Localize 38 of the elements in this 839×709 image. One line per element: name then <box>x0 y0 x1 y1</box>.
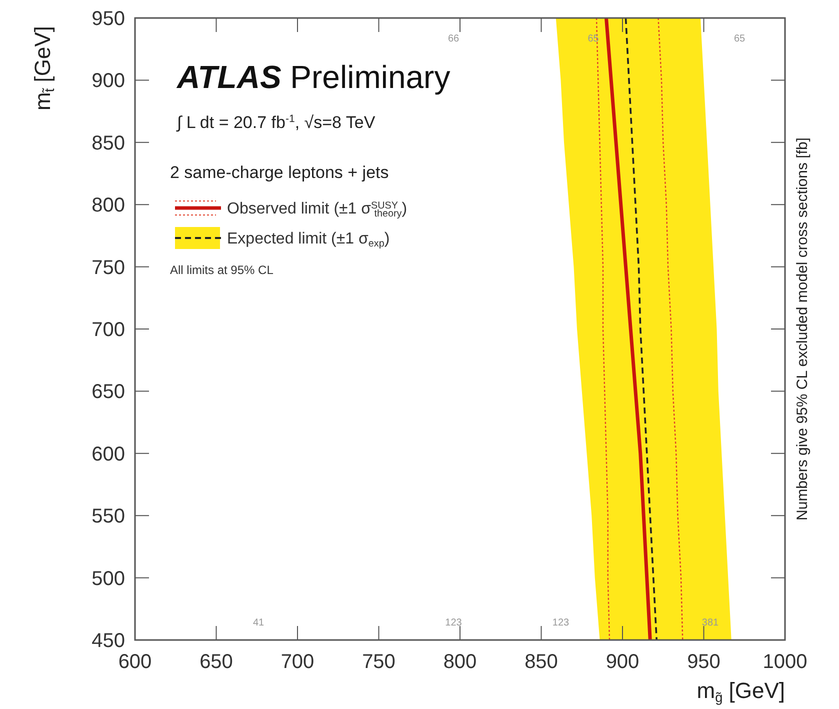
y-tick-label: 950 <box>92 8 125 30</box>
text: ∫ L dt = 20.7 fb$^{-1}$, √s=8 TeV <box>176 112 376 132</box>
text: ATLAS Preliminary <box>176 59 450 95</box>
y-tick-label: 650 <box>92 381 125 404</box>
x-tick-label: 950 <box>687 651 720 673</box>
y-tick-label: 750 <box>92 256 125 279</box>
line-series <box>658 18 684 640</box>
annotation: 123 <box>445 618 462 629</box>
x-tick-label: 800 <box>443 651 477 673</box>
y-tick-label: 550 <box>92 506 125 528</box>
x-tick-label: 600 <box>118 651 152 673</box>
annotation: 381 <box>702 618 720 629</box>
line-series <box>624 18 658 640</box>
line-series <box>604 18 652 640</box>
x-tick-label: 650 <box>200 651 233 673</box>
annotation: 123 <box>552 618 570 629</box>
y-tick-label: 600 <box>92 443 125 466</box>
annotation: 65 <box>588 33 600 44</box>
annotation: All limits at 95% CL <box>170 263 274 277</box>
x-tick-label: 750 <box>362 651 396 673</box>
y-tick-label: 900 <box>92 70 125 92</box>
legend-label: Expected limit (±1 σ$_{exp}$) <box>227 230 390 250</box>
y-tick-label: 450 <box>92 630 125 652</box>
x-tick-label: 1000 <box>762 651 808 673</box>
x-tick-label: 900 <box>606 651 640 673</box>
y-tick-label: 500 <box>92 568 125 590</box>
x-axis-title: m$_{g̃}$ [GeV] <box>696 678 785 706</box>
annotation: 66 <box>448 33 460 44</box>
legend-label: Observed limit (±1 σ$^{SUSY}$$_{theory}$) <box>227 200 408 220</box>
annotation: 65 <box>734 33 746 44</box>
y-tick-label: 700 <box>92 319 125 341</box>
legend-title: 2 same-charge leptons + jets <box>170 163 389 182</box>
x-tick-label: 700 <box>280 651 314 673</box>
x-tick-label: 850 <box>524 651 558 673</box>
y-tick-label: 850 <box>92 132 125 154</box>
y2-axis-title: Numbers give 95% CL excluded model cross sections [fb] <box>794 138 811 520</box>
y-tick-label: 800 <box>92 194 125 217</box>
annotation: 41 <box>252 618 264 629</box>
